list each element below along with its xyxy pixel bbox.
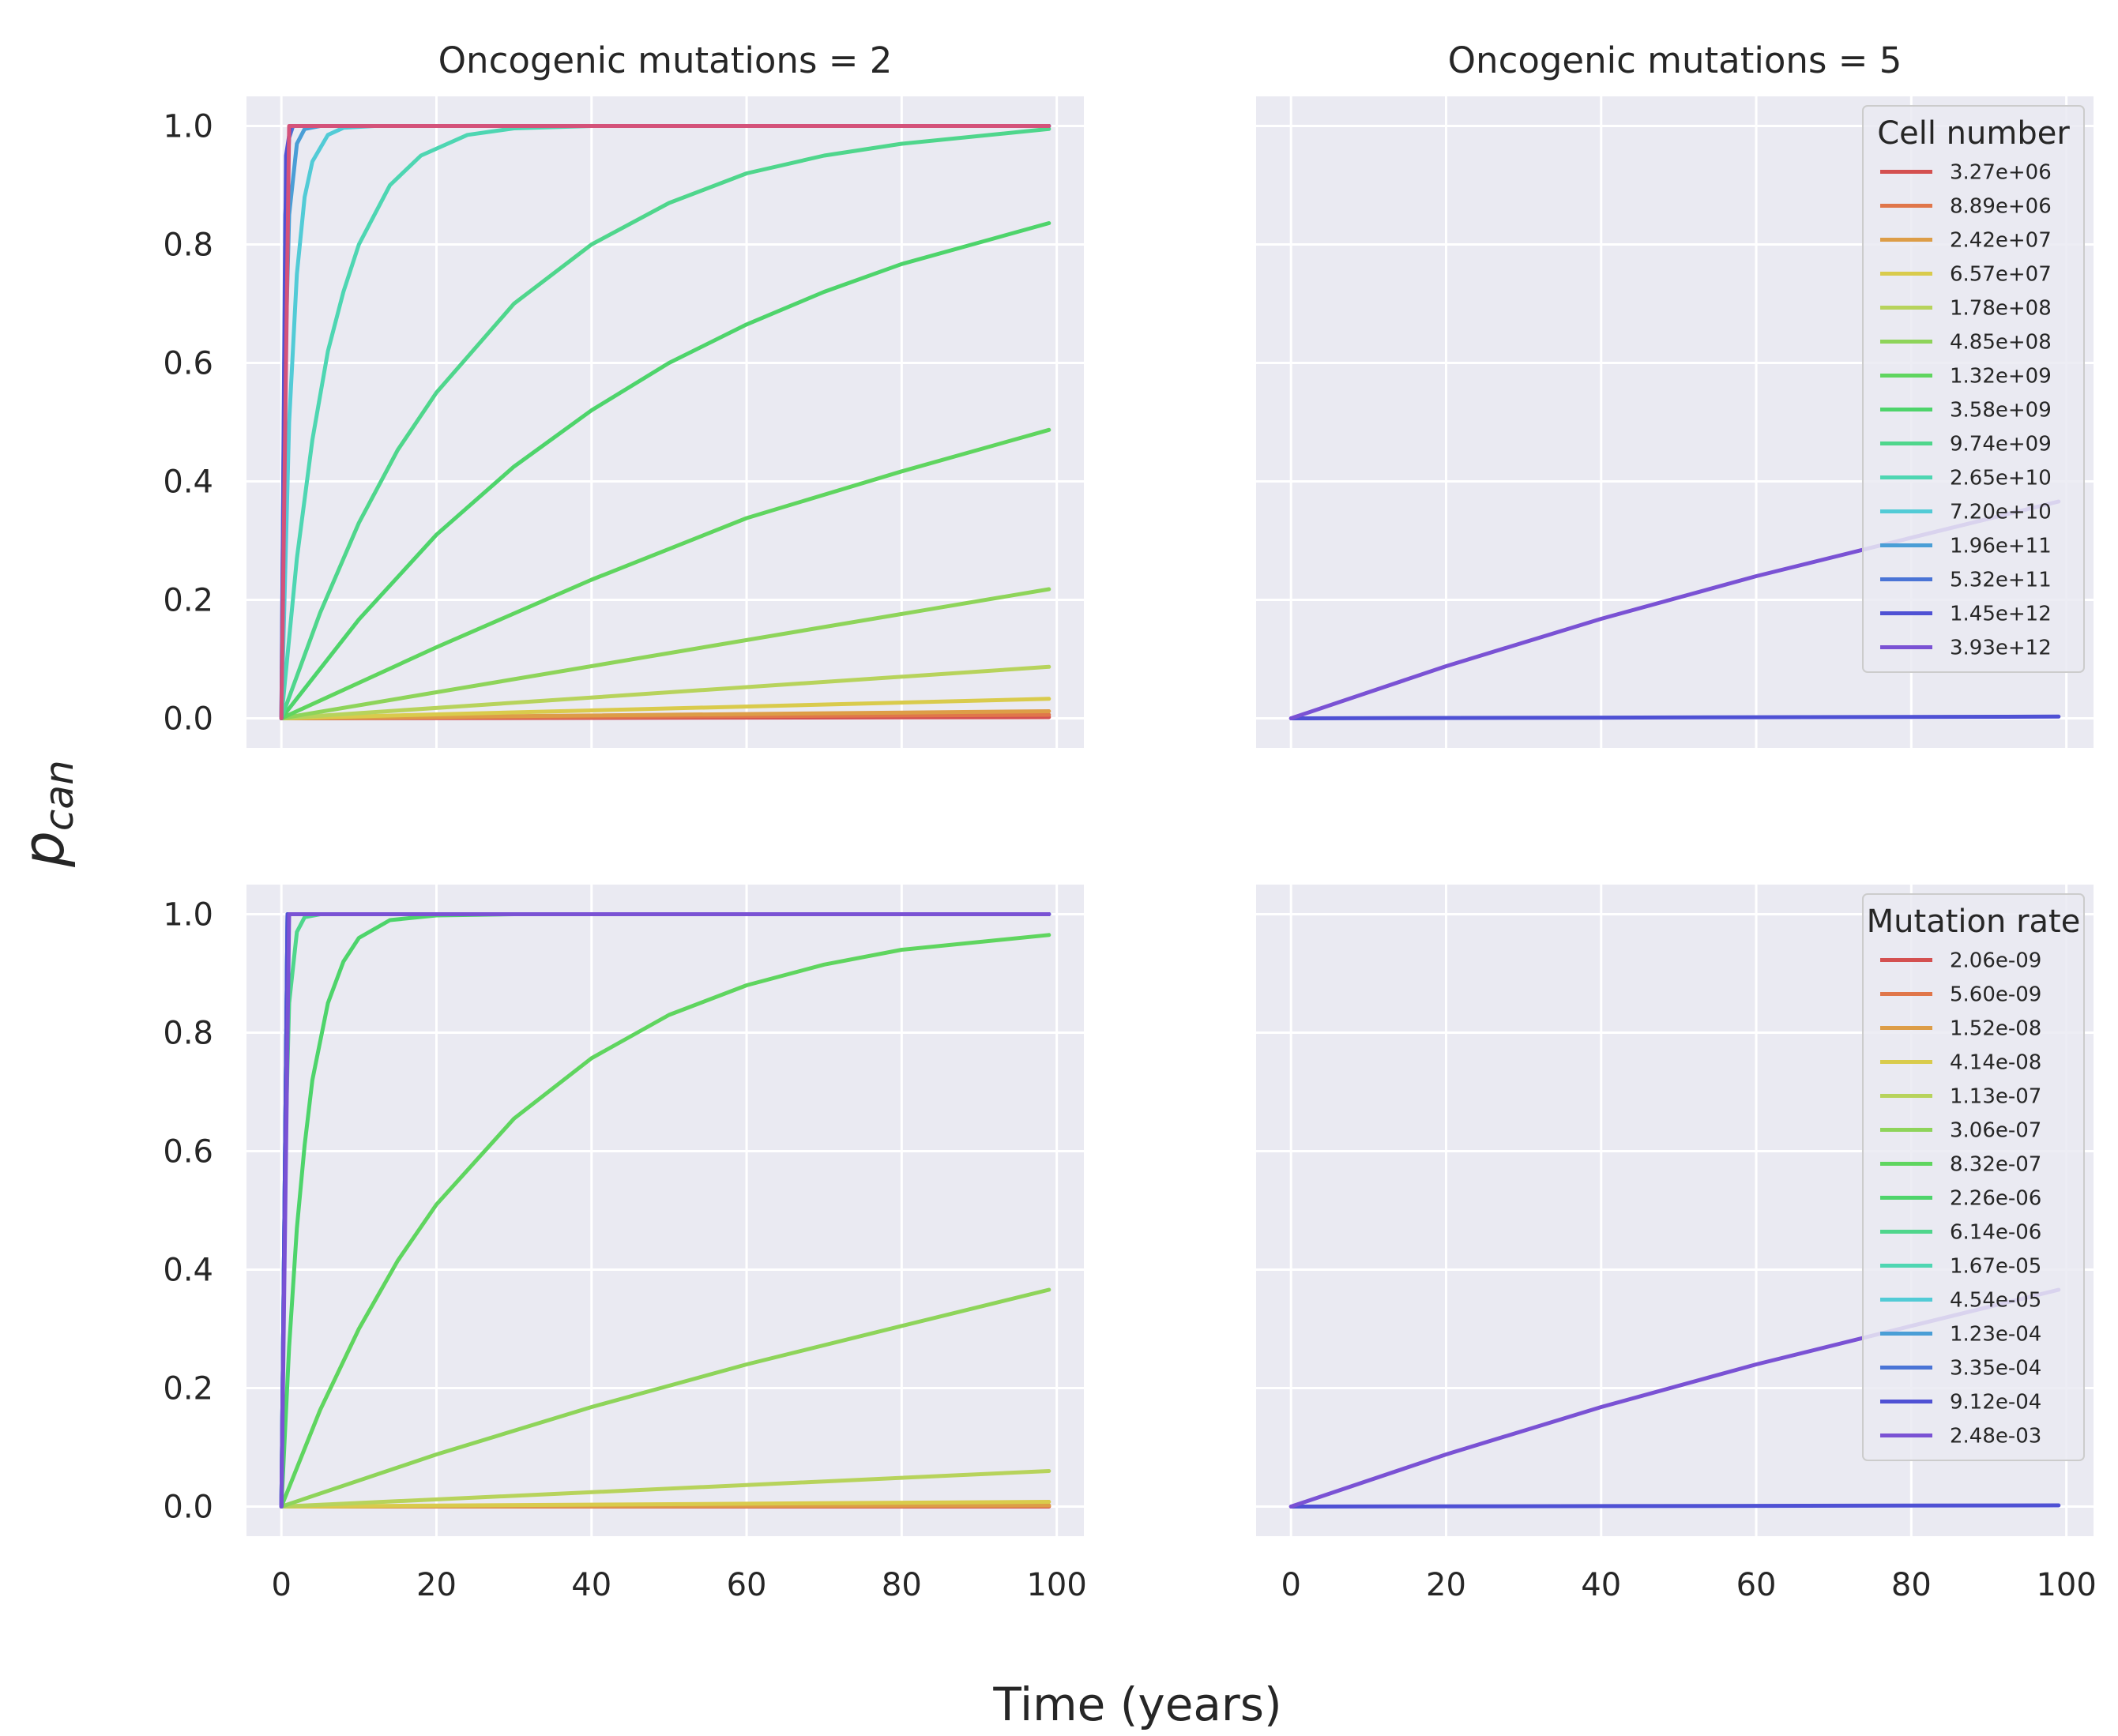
legend-label: 2.26e-06 (1950, 1187, 2041, 1211)
legend: Mutation rate 2.06e-09 5.60e-09 1.52e-08 4.1… (1862, 893, 2085, 1461)
legend-label: 1.96e+11 (1950, 535, 2052, 558)
series-line (1288, 714, 2061, 720)
series-line (279, 124, 1051, 720)
series-line (279, 1287, 1051, 1509)
legend-label: 5.60e-09 (1950, 983, 2041, 1007)
series-line (279, 664, 1051, 720)
panel-1: Oncogenic mutations = 2 0.0 0.2 0.4 0.6 0.8 1.… (163, 39, 1084, 748)
series-line (279, 709, 1051, 720)
y-axis-label-subscript: can (36, 760, 82, 831)
y-tick-label: 0.2 (163, 583, 213, 619)
legend-label: 1.78e+08 (1950, 297, 2052, 321)
legend-label: 2.65e+10 (1950, 467, 2052, 490)
legend-label: 3.35e-04 (1950, 1357, 2041, 1381)
legend-label: 2.48e-03 (1950, 1425, 2041, 1449)
legend-label: 3.93e+12 (1950, 637, 2052, 660)
y-tick-label: 0.4 (163, 464, 213, 501)
legend-title: Cell number (1877, 115, 2070, 152)
y-tick-label: 0.2 (163, 1371, 213, 1407)
series-line (279, 126, 1051, 720)
y-tick-label: 1.0 (163, 109, 213, 145)
series-line (1288, 1503, 2061, 1509)
x-tick-label: 100 (2036, 1567, 2096, 1603)
legend-label: 8.89e+06 (1950, 195, 2052, 219)
series-line (279, 912, 1051, 1509)
legend-label: 8.32e-07 (1950, 1153, 2041, 1177)
legend-box (1862, 893, 2085, 1461)
y-axis-label-main: p (10, 831, 77, 868)
legend: Cell number 3.27e+06 8.89e+06 2.42e+07 6.57e… (1862, 105, 2085, 673)
series-line (279, 587, 1051, 720)
x-axis-label: Time (years) (992, 1678, 1281, 1731)
panel-2: Oncogenic mutations = 5 Cell number 3.27e+… (1256, 39, 2094, 748)
x-tick-label: 20 (1426, 1567, 1466, 1603)
x-tick-label: 40 (571, 1567, 611, 1603)
legend-label: 2.42e+07 (1950, 229, 2052, 253)
panel-4: 0 20 40 60 80 100 Mutation rate 2.06e-09 5.60e-0… (1256, 885, 2097, 1603)
legend-label: 1.13e-07 (1950, 1085, 2041, 1109)
panel-title: Oncogenic mutations = 2 (438, 39, 893, 81)
y-tick-label: 0.0 (163, 701, 213, 738)
legend-label: 4.54e-05 (1950, 1289, 2041, 1313)
series-line (279, 1500, 1051, 1509)
x-tick-label: 60 (1736, 1567, 1777, 1603)
y-tick-label: 0.8 (163, 1016, 213, 1052)
legend-title: Mutation rate (1867, 904, 2081, 940)
y-tick-label: 0.6 (163, 346, 213, 382)
x-tick-label: 100 (1026, 1567, 1086, 1603)
legend-label: 6.57e+07 (1950, 263, 2052, 287)
series-line (279, 221, 1051, 720)
x-tick-label: 20 (416, 1567, 457, 1603)
x-tick-label: 80 (882, 1567, 922, 1603)
series-line (279, 1469, 1051, 1509)
legend-label: 6.14e-06 (1950, 1221, 2041, 1245)
y-axis-label: pcan (10, 760, 82, 868)
legend-label: 1.45e+12 (1950, 603, 2052, 626)
legend-label: 5.32e+11 (1950, 569, 2052, 592)
legend-label: 3.06e-07 (1950, 1119, 2041, 1143)
legend-label: 9.74e+09 (1950, 433, 2052, 457)
legend-label: 9.12e-04 (1950, 1391, 2041, 1415)
y-tick-label: 1.0 (163, 897, 213, 934)
y-tick-label: 0.6 (163, 1134, 213, 1170)
legend-label: 2.06e-09 (1950, 949, 2041, 973)
legend-label: 3.58e+09 (1950, 399, 2052, 423)
panel-title: Oncogenic mutations = 5 (1448, 39, 1902, 81)
y-tick-label: 0.0 (163, 1490, 213, 1526)
legend-label: 3.27e+06 (1950, 161, 2052, 185)
y-tick-label: 0.4 (163, 1253, 213, 1289)
x-tick-label: 80 (1891, 1567, 1932, 1603)
panel-3: 0.0 0.2 0.4 0.6 0.8 1.0 0 20 40 60 80 100 (163, 885, 1087, 1603)
legend-label: 1.23e-04 (1950, 1323, 2041, 1347)
series-line (279, 697, 1051, 720)
legend-label: 1.67e-05 (1950, 1255, 2041, 1279)
legend-box (1862, 105, 2085, 673)
legend-label: 4.85e+08 (1950, 331, 2052, 355)
x-tick-label: 40 (1581, 1567, 1621, 1603)
series-line (279, 933, 1051, 1509)
legend-label: 1.32e+09 (1950, 365, 2052, 389)
y-tick-label: 0.8 (163, 227, 213, 264)
plot-area (246, 96, 1084, 748)
legend-label: 7.20e+10 (1950, 501, 2052, 524)
x-tick-label: 0 (1281, 1567, 1300, 1603)
legend-label: 4.14e-08 (1950, 1051, 2041, 1075)
x-tick-label: 60 (727, 1567, 767, 1603)
x-tick-label: 0 (271, 1567, 291, 1603)
legend-label: 1.52e-08 (1950, 1017, 2041, 1041)
plot-area (246, 885, 1084, 1536)
series-line (279, 427, 1051, 720)
